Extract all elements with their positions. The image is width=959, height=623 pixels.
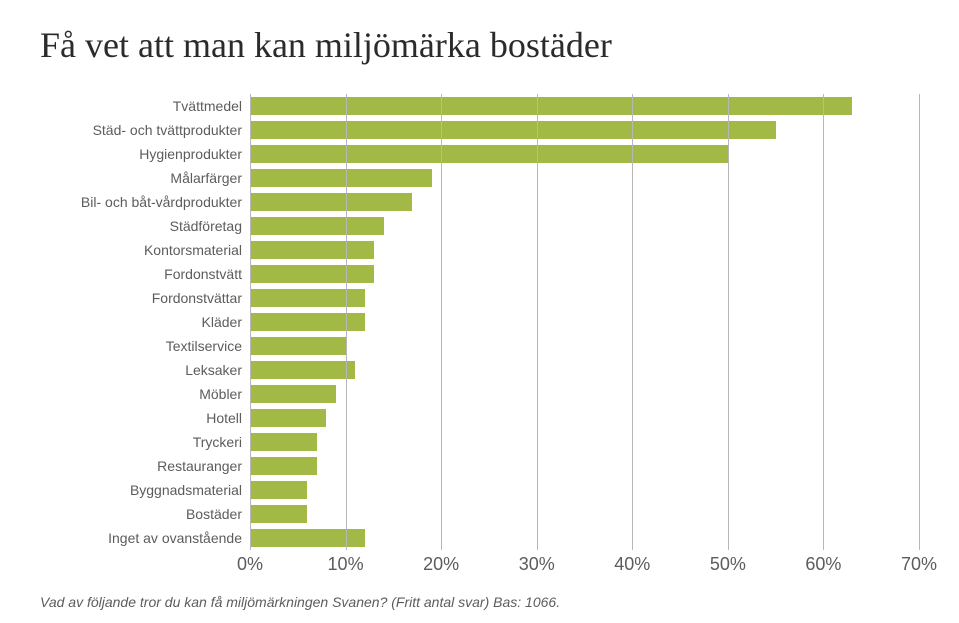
gridline (441, 94, 442, 550)
bar-row (250, 406, 919, 430)
bar (250, 193, 412, 211)
category-label: Kläder (40, 310, 250, 334)
bar-row (250, 142, 919, 166)
bar (250, 337, 346, 355)
gridline (537, 94, 538, 550)
bar (250, 169, 432, 187)
category-label: Textilservice (40, 334, 250, 358)
category-label: Byggnadsmaterial (40, 478, 250, 502)
category-label: Städföretag (40, 214, 250, 238)
bar (250, 385, 336, 403)
category-label: Hygienprodukter (40, 142, 250, 166)
x-tick-label: 40% (614, 554, 650, 575)
x-tick-label: 60% (805, 554, 841, 575)
plot-column: 0%10%20%30%40%50%60%70% (250, 94, 919, 578)
bar (250, 457, 317, 475)
category-label: Leksaker (40, 358, 250, 382)
bar-chart: TvättmedelStäd- och tvättprodukterHygien… (40, 94, 919, 578)
category-label: Tvättmedel (40, 94, 250, 118)
x-tick-label: 70% (901, 554, 937, 575)
chart-caption: Vad av följande tror du kan få miljömärk… (40, 594, 919, 610)
bar-row (250, 214, 919, 238)
bar-row (250, 190, 919, 214)
category-label: Tryckeri (40, 430, 250, 454)
bar (250, 313, 365, 331)
gridline (919, 94, 920, 550)
x-tick-label: 0% (237, 554, 263, 575)
gridline (728, 94, 729, 550)
category-label: Målarfärger (40, 166, 250, 190)
bar-row (250, 478, 919, 502)
bar-row (250, 502, 919, 526)
bar (250, 145, 728, 163)
category-label: Bil- och båt-vårdprodukter (40, 190, 250, 214)
x-tick-label: 10% (328, 554, 364, 575)
bar-row (250, 286, 919, 310)
category-label: Hotell (40, 406, 250, 430)
category-label: Kontorsmaterial (40, 238, 250, 262)
gridline (823, 94, 824, 550)
category-labels-column: TvättmedelStäd- och tvättprodukterHygien… (40, 94, 250, 578)
category-label: Fordonstvätt (40, 262, 250, 286)
gridline (250, 94, 251, 550)
bar-row (250, 334, 919, 358)
bar-row (250, 262, 919, 286)
bar-row (250, 454, 919, 478)
slide: Få vet att man kan miljömärka bostäder T… (0, 0, 959, 623)
bar (250, 409, 326, 427)
bar (250, 505, 307, 523)
bar-row (250, 358, 919, 382)
bar-row (250, 166, 919, 190)
bar-row (250, 310, 919, 334)
bar (250, 361, 355, 379)
gridline (346, 94, 347, 550)
category-label: Inget av ovanstående (40, 526, 250, 550)
bar (250, 289, 365, 307)
bar (250, 265, 374, 283)
bar-row (250, 94, 919, 118)
x-tick-label: 50% (710, 554, 746, 575)
bar (250, 121, 776, 139)
category-label: Restauranger (40, 454, 250, 478)
bar (250, 241, 374, 259)
bar (250, 433, 317, 451)
bar-row (250, 118, 919, 142)
category-label: Städ- och tvättprodukter (40, 118, 250, 142)
bar (250, 97, 852, 115)
bar-row (250, 526, 919, 550)
slide-title: Få vet att man kan miljömärka bostäder (40, 24, 919, 66)
category-label: Bostäder (40, 502, 250, 526)
bar (250, 217, 384, 235)
gridline (632, 94, 633, 550)
plot-area (250, 94, 919, 550)
bar-row (250, 382, 919, 406)
bar (250, 481, 307, 499)
bar (250, 529, 365, 547)
bar-row (250, 238, 919, 262)
category-label: Fordonstvättar (40, 286, 250, 310)
x-axis: 0%10%20%30%40%50%60%70% (250, 554, 919, 578)
x-tick-label: 20% (423, 554, 459, 575)
bar-row (250, 430, 919, 454)
x-tick-label: 30% (519, 554, 555, 575)
category-label: Möbler (40, 382, 250, 406)
